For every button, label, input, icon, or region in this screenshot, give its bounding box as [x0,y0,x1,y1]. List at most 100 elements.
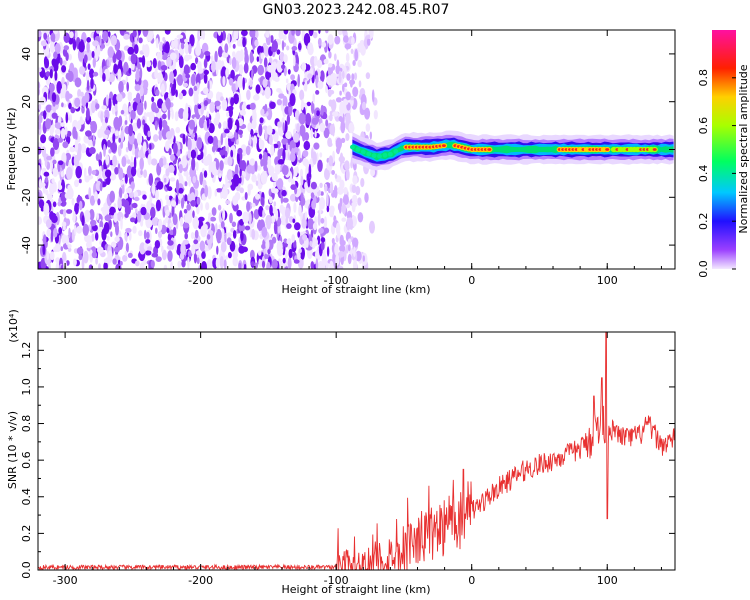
noise-speckle [227,33,231,44]
noise-speckle [254,160,258,172]
noise-speckle [154,240,161,249]
noise-speckle [86,240,92,249]
noise-speckle [351,201,358,208]
noise-speckle [43,56,48,66]
noise-speckle [110,231,113,238]
noise-speckle [65,90,70,102]
noise-speckle [83,54,88,64]
noise-speckle [170,260,173,269]
noise-speckle [243,263,247,269]
noise-speckle [73,155,80,167]
noise-speckle [272,61,277,71]
noise-speckle [135,92,141,104]
noise-speckle [217,204,222,211]
noise-speckle [42,234,47,246]
noise-speckle [128,232,132,241]
noise-speckle [61,221,67,227]
noise-speckle [94,191,98,202]
noise-speckle [156,181,164,190]
noise-speckle [225,255,229,260]
noise-speckle [50,230,54,243]
noise-speckle [281,189,287,197]
noise-speckle [72,126,77,139]
noise-speckle [121,184,125,194]
noise-speckle [184,232,188,240]
noise-speckle [333,53,337,61]
noise-speckle [265,30,270,38]
signal-blob [350,144,355,150]
noise-speckle [353,246,356,258]
colorbar-label: Normalized spectral amplitude [737,64,750,233]
noise-speckle [192,216,199,230]
noise-speckle [314,216,317,225]
noise-speckle [90,120,98,134]
noise-speckle [45,104,53,113]
y-tick-label: -40 [20,236,33,254]
noise-speckle [306,101,312,107]
noise-speckle [360,45,366,56]
noise-speckle [145,250,152,256]
noise-speckle [105,207,111,214]
noise-speckle [351,73,355,81]
noise-speckle [84,234,90,243]
noise-speckle [127,252,133,258]
y-tick-label: 1.2 [20,342,33,360]
noise-speckle [224,137,229,148]
noise-speckle [124,193,129,199]
noise-speckle [335,254,340,266]
noise-speckle [222,121,228,129]
noise-speckle [287,69,291,75]
noise-speckle [146,219,153,229]
noise-speckle [215,257,220,269]
noise-speckle [290,184,297,191]
spectrogram-x-label: Height of straight line (km) [281,283,430,296]
noise-speckle [340,137,346,143]
noise-speckle [164,41,170,54]
noise-speckle [227,131,233,137]
noise-speckle [125,227,132,233]
noise-speckle [218,46,223,58]
noise-speckle [264,86,271,99]
noise-speckle [316,59,323,69]
noise-speckle [311,236,316,249]
noise-speckle [105,94,109,107]
noise-speckle [190,73,196,87]
noise-speckle [268,134,273,146]
noise-speckle [328,35,332,41]
noise-speckle [100,207,107,212]
noise-speckle [49,183,55,196]
noise-speckle [288,248,293,259]
noise-speckle [222,208,226,221]
noise-speckle [196,82,200,89]
noise-speckle [182,222,190,229]
noise-speckle [225,68,230,78]
noise-speckle [257,222,262,232]
noise-speckle [177,260,182,268]
noise-speckle [209,80,213,90]
noise-speckle [201,261,207,269]
noise-speckle [193,85,198,91]
noise-speckle [273,201,277,207]
noise-speckle [268,188,272,197]
noise-speckle [357,59,363,68]
noise-speckle [158,133,162,141]
noise-speckle [262,151,268,164]
noise-speckle [97,246,104,254]
noise-speckle [254,39,259,47]
noise-speckle [188,175,191,187]
noise-speckle [115,263,122,269]
noise-speckle [106,59,110,67]
noise-speckle [252,138,256,148]
noise-speckle [373,109,378,120]
noise-speckle [151,101,157,113]
noise-speckle [221,99,228,111]
noise-speckle [95,153,100,162]
noise-speckle [170,200,177,207]
noise-speckle [56,81,62,94]
noise-speckle [251,68,254,80]
noise-speckle [74,139,79,153]
noise-speckle [193,239,199,245]
noise-speckle [263,57,268,68]
noise-speckle [130,109,136,120]
